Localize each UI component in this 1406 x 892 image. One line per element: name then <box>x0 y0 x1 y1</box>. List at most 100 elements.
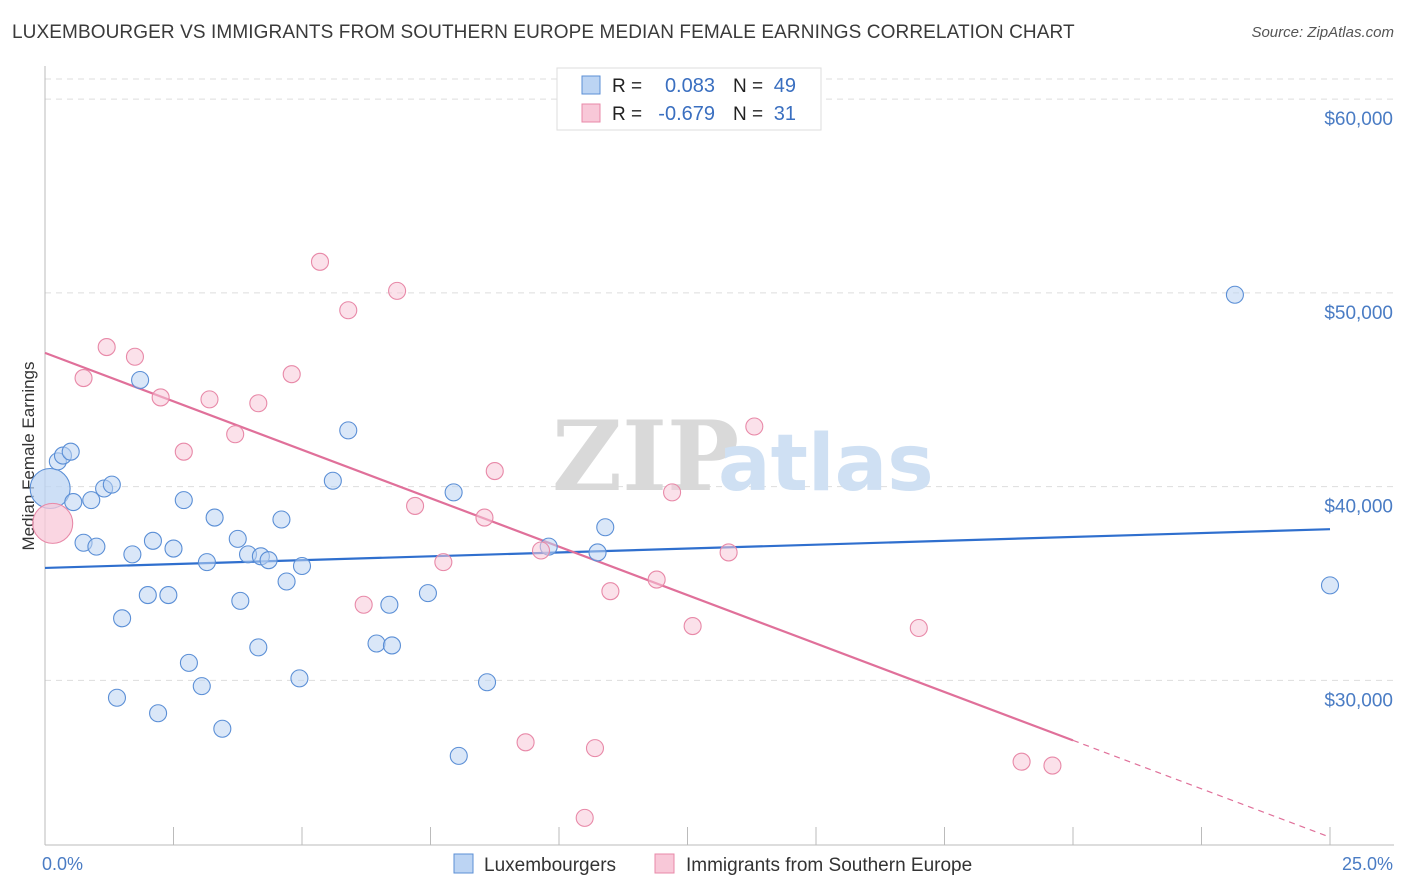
point-blue-15 <box>143 531 162 550</box>
point-blue-35 <box>323 471 342 490</box>
point-pink-7 <box>226 425 245 444</box>
legend-label-luxembourgers: Luxembourgers <box>484 855 616 876</box>
stats-n-value-pink: 31 <box>774 103 796 125</box>
stats-r-label-blue: R = <box>612 76 642 97</box>
point-blue-25 <box>228 529 247 548</box>
point-blue-23 <box>205 508 224 527</box>
stats-n-label-pink: N = <box>733 104 763 125</box>
point-blue-17 <box>159 586 178 605</box>
point-blue-48 <box>1320 576 1340 595</box>
point-blue-43 <box>477 673 497 692</box>
stats-n-label-blue: N = <box>733 76 763 97</box>
watermark: ZIP atlas <box>552 400 934 513</box>
point-blue-30 <box>259 551 278 570</box>
point-blue-42 <box>449 746 468 765</box>
point-pink-15 <box>434 553 453 572</box>
stats-legend-box <box>556 67 822 131</box>
point-blue-45 <box>588 543 607 562</box>
stats-legend-swatch-pink <box>581 103 601 123</box>
point-pink-21 <box>575 808 594 827</box>
point-pink-30 <box>1043 756 1062 775</box>
point-blue-39 <box>380 595 399 614</box>
point-pink-4 <box>151 388 170 407</box>
chart-title: LUXEMBOURGER VS IMMIGRANTS FROM SOUTHERN… <box>12 22 1075 43</box>
series-legend: Luxembourgers Immigrants from Southern E… <box>453 853 972 876</box>
point-blue-28 <box>249 638 268 657</box>
point-blue-26 <box>231 591 250 610</box>
point-blue-16 <box>149 704 168 723</box>
point-pink-19 <box>531 541 551 560</box>
point-blue-36 <box>339 421 358 440</box>
y-axis-label: Median Female Earnings <box>19 362 38 551</box>
point-blue-14 <box>138 586 157 605</box>
point-blue-10 <box>113 609 132 628</box>
point-pink-20 <box>585 739 605 758</box>
point-blue-46 <box>596 518 615 537</box>
point-pink-11 <box>339 301 358 320</box>
point-blue-32 <box>277 572 296 591</box>
stats-legend: R = 0.083 N = 49 R = -0.679 N = 31 <box>556 67 822 131</box>
y-tick-labels: $30,000 $40,000 $50,000 $60,000 <box>1324 109 1393 711</box>
trend-line-pink-dashed <box>1072 739 1331 838</box>
y-tick-label-1: $40,000 <box>1324 497 1393 518</box>
stats-r-value-pink: -0.679 <box>658 103 715 125</box>
point-blue-7 <box>87 537 106 556</box>
point-pink-9 <box>282 365 301 384</box>
x-tick-label-1: 25.0% <box>1342 854 1393 874</box>
point-pink-14 <box>406 496 425 515</box>
point-blue-20 <box>179 653 198 672</box>
data-points <box>29 252 1340 827</box>
point-pink-29 <box>1012 752 1031 771</box>
point-blue-31 <box>272 510 291 529</box>
point-blue-13 <box>131 370 150 390</box>
legend-swatch-luxembourgers <box>453 853 474 874</box>
point-pink-10 <box>310 252 330 271</box>
point-pink-5 <box>174 442 193 461</box>
point-pink-1 <box>74 369 93 388</box>
point-pink-18 <box>516 733 535 752</box>
point-blue-9 <box>102 475 121 494</box>
point-pink-13 <box>388 281 407 300</box>
point-pink-17 <box>485 462 504 481</box>
point-blue-41 <box>444 483 463 502</box>
point-blue-47 <box>1225 285 1244 304</box>
watermark-zip: ZIP <box>552 400 739 513</box>
point-blue-6 <box>82 491 101 510</box>
point-pink-28 <box>909 618 928 638</box>
point-pink-6 <box>200 390 219 409</box>
point-blue-18 <box>164 539 183 558</box>
point-blue-33 <box>290 669 309 688</box>
point-blue-0 <box>29 467 71 510</box>
point-pink-27 <box>745 417 764 436</box>
gridlines <box>45 78 1394 681</box>
point-pink-24 <box>663 483 682 502</box>
legend-swatch-immigrants <box>654 853 675 874</box>
point-pink-3 <box>125 347 144 366</box>
y-tick-label-3: $60,000 <box>1324 109 1393 130</box>
point-blue-24 <box>213 719 232 738</box>
point-pink-0 <box>32 502 74 544</box>
legend-label-immigrants: Immigrants from Southern Europe <box>686 855 972 876</box>
stats-n-value-blue: 49 <box>774 75 796 97</box>
x-tick-labels: 0.0% 25.0% <box>42 854 1393 874</box>
point-pink-8 <box>249 394 268 413</box>
stats-legend-swatch-blue <box>581 75 601 95</box>
point-blue-22 <box>197 553 216 572</box>
y-tick-label-2: $50,000 <box>1324 303 1393 324</box>
point-blue-19 <box>174 491 193 510</box>
point-blue-12 <box>123 545 142 564</box>
point-blue-34 <box>292 556 312 576</box>
point-pink-22 <box>601 582 620 601</box>
trend-line-pink <box>44 351 1074 742</box>
x-tick-label-0: 0.0% <box>42 854 83 874</box>
stats-r-value-blue: 0.083 <box>665 75 715 97</box>
axes <box>44 66 1394 846</box>
point-blue-37 <box>367 634 386 653</box>
point-pink-2 <box>97 338 116 357</box>
y-tick-label-0: $30,000 <box>1324 690 1393 711</box>
point-blue-4 <box>64 493 83 512</box>
source-note: Source: ZipAtlas.com <box>1251 24 1394 41</box>
point-pink-26 <box>719 543 738 562</box>
point-blue-40 <box>418 584 437 603</box>
